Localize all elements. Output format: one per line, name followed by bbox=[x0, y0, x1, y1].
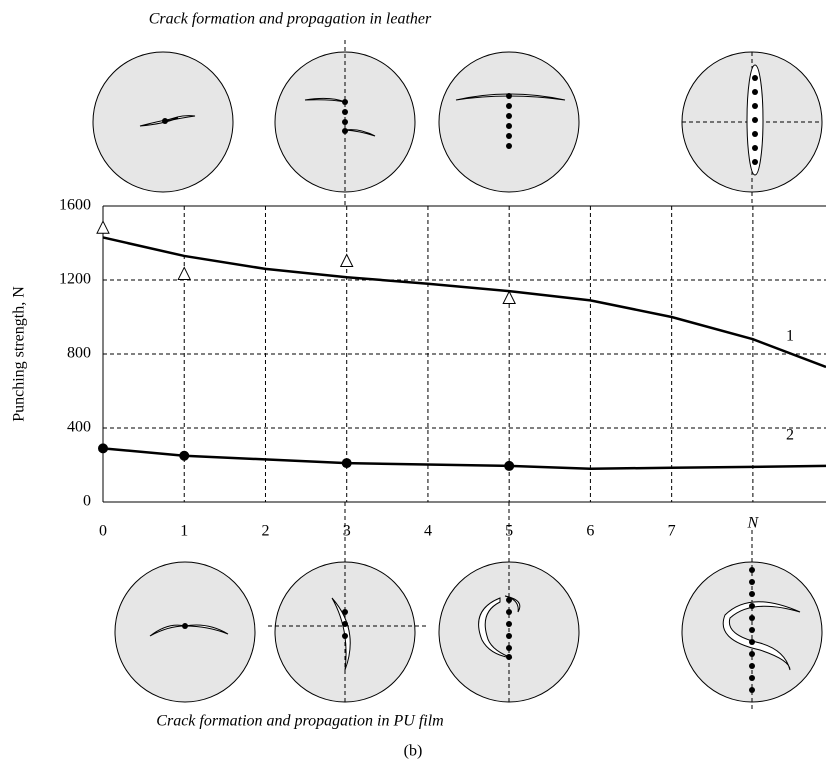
triangle-marker bbox=[96, 220, 110, 234]
pu-film-sketches bbox=[114, 502, 823, 710]
triangle-marker bbox=[177, 266, 192, 280]
curve bbox=[102, 236, 826, 369]
top-caption: Crack formation and propagation in leath… bbox=[149, 11, 432, 28]
y-axis-label: Punching strength, N bbox=[11, 286, 28, 422]
x-tick-label: 1 bbox=[180, 523, 188, 540]
y-tick-label: 400 bbox=[67, 419, 91, 436]
x-tick-label: 0 bbox=[99, 523, 107, 540]
curve bbox=[102, 447, 826, 470]
dot-marker bbox=[504, 460, 515, 471]
x-tick-label: 2 bbox=[261, 523, 269, 540]
x-tick-label: 7 bbox=[668, 523, 676, 540]
triangle-marker bbox=[502, 290, 516, 304]
x-tick-label: N bbox=[747, 515, 760, 532]
figure-label: (b) bbox=[404, 743, 423, 760]
curve-label: 2 bbox=[786, 427, 794, 444]
leather-sketches bbox=[92, 40, 823, 206]
x-tick-label: 4 bbox=[424, 523, 432, 540]
x-tick-label: 5 bbox=[505, 523, 513, 540]
x-tick-label: 6 bbox=[586, 523, 594, 540]
y-tick-label: 0 bbox=[83, 493, 91, 510]
bottom-caption: Crack formation and propagation in PU fi… bbox=[156, 713, 443, 730]
dot-marker bbox=[179, 450, 190, 461]
y-tick-label: 800 bbox=[67, 345, 91, 362]
y-tick-label: 1200 bbox=[59, 271, 91, 288]
dot-marker bbox=[98, 443, 108, 454]
triangle-marker bbox=[339, 253, 354, 267]
y-tick-label: 1600 bbox=[59, 197, 91, 214]
x-tick-label: 3 bbox=[343, 523, 351, 540]
dot-marker bbox=[341, 458, 352, 469]
curve-label: 1 bbox=[786, 328, 794, 345]
